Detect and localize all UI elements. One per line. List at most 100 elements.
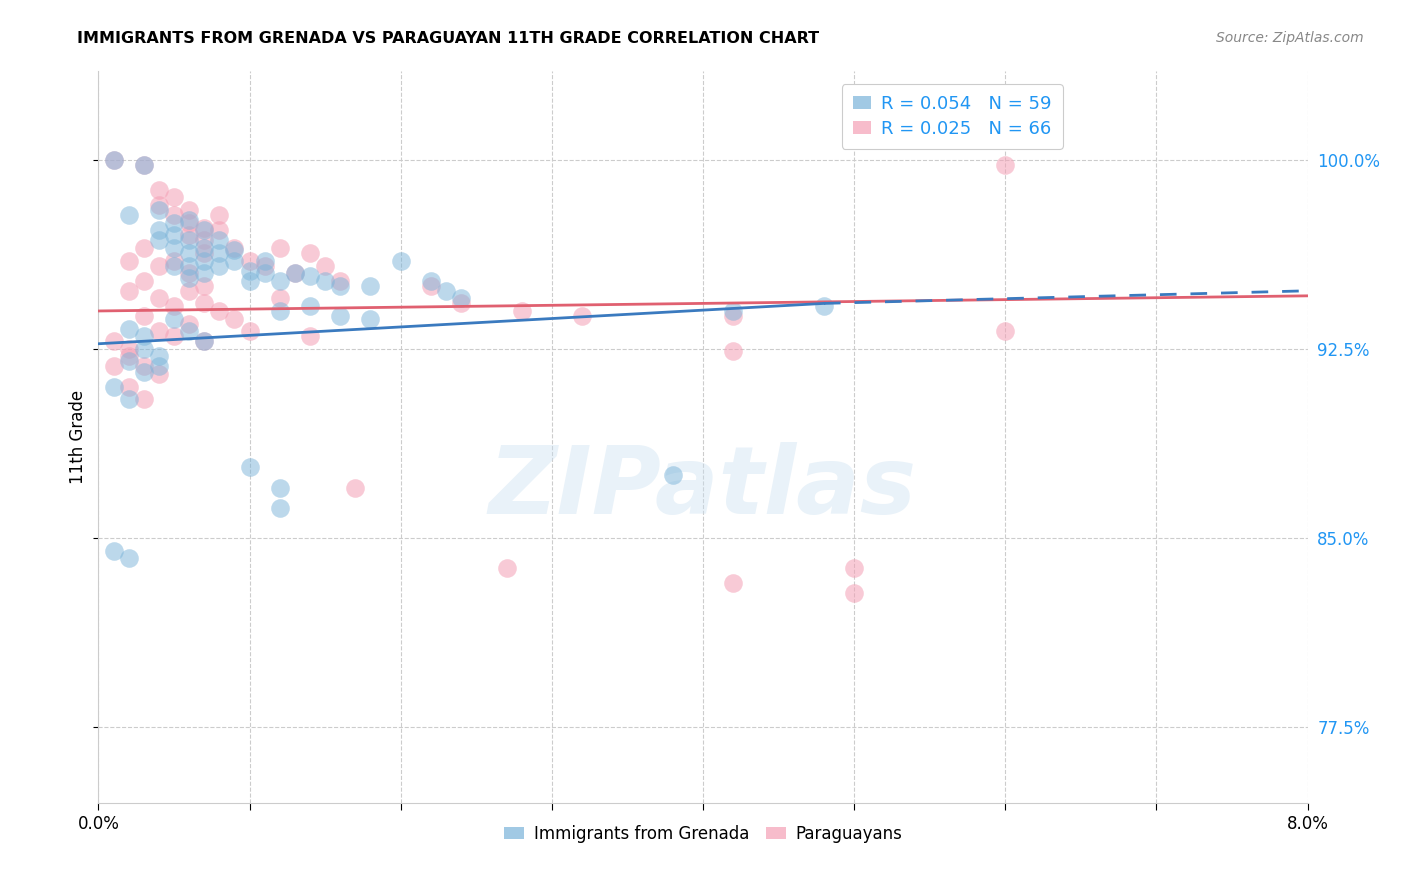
Point — [118, 208, 141, 222]
Point — [193, 246, 215, 260]
Point — [329, 278, 352, 293]
Point — [208, 233, 231, 247]
Point — [148, 259, 170, 273]
Point — [253, 266, 276, 280]
Point — [118, 321, 141, 335]
Point — [239, 274, 262, 288]
Point — [193, 223, 215, 237]
Point — [495, 561, 517, 575]
Point — [844, 561, 866, 575]
Legend: Immigrants from Grenada, Paraguayans: Immigrants from Grenada, Paraguayans — [496, 818, 910, 849]
Point — [284, 266, 307, 280]
Point — [344, 481, 367, 495]
Y-axis label: 11th Grade: 11th Grade — [69, 390, 87, 484]
Point — [103, 543, 125, 558]
Point — [148, 223, 170, 237]
Point — [420, 274, 443, 288]
Point — [148, 233, 170, 247]
Point — [163, 253, 186, 268]
Point — [269, 241, 291, 255]
Point — [148, 198, 170, 212]
Point — [103, 359, 125, 374]
Point — [179, 317, 201, 331]
Point — [132, 158, 155, 172]
Point — [239, 263, 262, 277]
Point — [224, 244, 246, 258]
Point — [299, 246, 322, 260]
Point — [329, 274, 352, 288]
Point — [208, 208, 231, 222]
Point — [179, 228, 201, 243]
Point — [179, 266, 201, 280]
Point — [148, 350, 170, 364]
Point — [148, 183, 170, 197]
Point — [103, 379, 125, 393]
Point — [661, 467, 683, 482]
Point — [193, 241, 215, 255]
Point — [132, 342, 155, 356]
Text: ZIPatlas: ZIPatlas — [489, 442, 917, 534]
Point — [813, 299, 835, 313]
Point — [163, 208, 186, 222]
Text: IMMIGRANTS FROM GRENADA VS PARAGUAYAN 11TH GRADE CORRELATION CHART: IMMIGRANTS FROM GRENADA VS PARAGUAYAN 11… — [77, 31, 820, 46]
Point — [208, 223, 231, 237]
Point — [314, 259, 336, 273]
Point — [132, 241, 155, 255]
Point — [148, 203, 170, 218]
Point — [163, 311, 186, 326]
Point — [132, 364, 155, 378]
Point — [148, 359, 170, 374]
Point — [420, 278, 443, 293]
Point — [253, 259, 276, 273]
Point — [571, 309, 593, 323]
Point — [132, 158, 155, 172]
Point — [269, 291, 291, 305]
Point — [163, 241, 186, 255]
Point — [208, 304, 231, 318]
Point — [450, 291, 472, 305]
Point — [269, 481, 291, 495]
Point — [193, 334, 215, 349]
Point — [723, 304, 745, 318]
Point — [450, 296, 472, 310]
Point — [314, 274, 336, 288]
Point — [132, 329, 155, 343]
Point — [132, 392, 155, 407]
Point — [118, 253, 141, 268]
Point — [118, 379, 141, 393]
Point — [994, 158, 1017, 172]
Point — [118, 342, 141, 356]
Point — [224, 241, 246, 255]
Point — [118, 284, 141, 298]
Point — [148, 324, 170, 338]
Point — [163, 216, 186, 230]
Point — [103, 334, 125, 349]
Point — [179, 216, 201, 230]
Point — [179, 203, 201, 218]
Point — [118, 354, 141, 368]
Point — [163, 190, 186, 204]
Point — [224, 311, 246, 326]
Point — [179, 271, 201, 285]
Point — [269, 500, 291, 515]
Point — [118, 551, 141, 566]
Point — [179, 246, 201, 260]
Point — [193, 253, 215, 268]
Point — [179, 324, 201, 338]
Point — [179, 259, 201, 273]
Point — [118, 392, 141, 407]
Point — [193, 334, 215, 349]
Point — [299, 329, 322, 343]
Point — [844, 586, 866, 600]
Point — [163, 329, 186, 343]
Point — [148, 367, 170, 381]
Point — [103, 153, 125, 167]
Point — [239, 253, 262, 268]
Point — [253, 253, 276, 268]
Point — [269, 274, 291, 288]
Point — [208, 246, 231, 260]
Point — [103, 153, 125, 167]
Point — [299, 268, 322, 283]
Point — [389, 253, 412, 268]
Text: Source: ZipAtlas.com: Source: ZipAtlas.com — [1216, 31, 1364, 45]
